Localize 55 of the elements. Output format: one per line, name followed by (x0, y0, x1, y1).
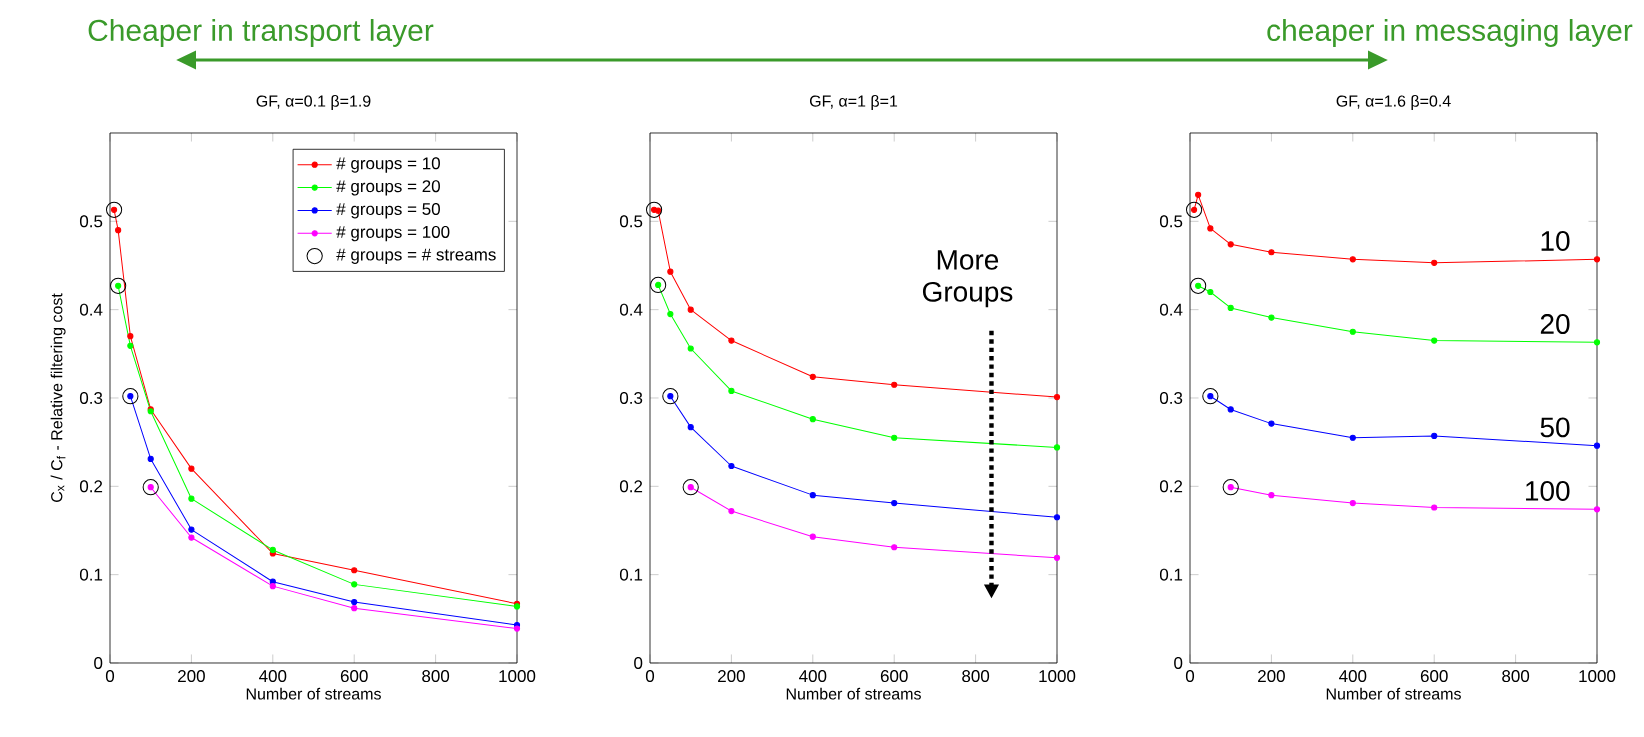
y-tick-label: 0 (94, 656, 103, 669)
y-tick-label: 0.4 (1159, 303, 1183, 316)
x-tick-label: 1000 (1039, 670, 1076, 683)
legend-label: # groups = 50 (336, 203, 440, 219)
x-axis-title: Number of streams (246, 687, 381, 700)
y-tick-label: 0 (1174, 656, 1183, 669)
y-tick-label: 0.2 (1159, 480, 1183, 493)
y-tick-label: 0.2 (79, 480, 103, 493)
chart-title: GF, α=1.6 β=0.4 (1336, 94, 1451, 110)
annotation: 100 (1526, 481, 1570, 501)
x-tick-label: 200 (1258, 670, 1285, 683)
y-tick-label: 0.5 (619, 215, 643, 228)
x-tick-label: 400 (799, 670, 827, 683)
x-tick-label: 0 (645, 670, 655, 683)
x-tick-label: 200 (178, 670, 205, 683)
annotation: 10 (1541, 231, 1570, 251)
annotation: More Groups (922, 250, 1013, 308)
x-tick-label: 600 (1420, 670, 1448, 683)
y-tick-label: 0.3 (1159, 391, 1183, 404)
x-tick-label: 1000 (1579, 670, 1616, 683)
chart-title: GF, α=1 β=1 (809, 94, 898, 110)
y-tick-label: 0.3 (619, 391, 643, 404)
x-tick-label: 400 (1339, 670, 1367, 683)
x-tick-label: 600 (880, 670, 908, 683)
chart-title: GF, α=0.1 β=1.9 (256, 94, 371, 110)
x-tick-label: 800 (962, 670, 990, 683)
y-tick-label: 0.5 (1159, 215, 1183, 228)
y-tick-label: 0.2 (619, 480, 643, 493)
legend-label: # groups = 100 (336, 225, 450, 242)
x-tick-label: 800 (1502, 670, 1530, 683)
x-tick-label: 600 (340, 670, 368, 683)
y-tick-label: 0 (634, 656, 643, 669)
y-tick-label: 0.4 (619, 303, 643, 316)
x-axis-title: Number of streams (1326, 687, 1461, 700)
x-axis-title: Number of streams (786, 687, 921, 700)
x-tick-label: 400 (259, 670, 287, 683)
x-tick-label: 0 (105, 670, 115, 683)
x-tick-label: 1000 (499, 670, 536, 683)
y-tick-label: 0.1 (619, 568, 643, 581)
y-tick-label: 0.4 (79, 303, 103, 316)
annotation: 20 (1540, 314, 1570, 334)
y-tick-label: 0.1 (79, 568, 103, 581)
y-tick-label: 0.3 (79, 391, 103, 404)
legend-label: # groups = # streams (336, 248, 496, 264)
annotation: 50 (1540, 417, 1570, 438)
y-tick-label: 0.5 (79, 215, 103, 228)
text: cheaper in messaging layer (1267, 19, 1633, 47)
y-axis-title: C$_{x}$ / C$_{f}$ - Relative filtering cost (50, 293, 66, 502)
legend-label: # groups = 20 (336, 180, 440, 196)
text: Cheaper in transport layer (88, 19, 434, 47)
x-tick-label: 200 (718, 670, 745, 683)
y-tick-label: 0.1 (1159, 568, 1183, 581)
x-tick-label: 800 (422, 670, 450, 683)
legend-label: # groups = 10 (336, 157, 440, 173)
x-tick-label: 0 (1185, 670, 1195, 683)
